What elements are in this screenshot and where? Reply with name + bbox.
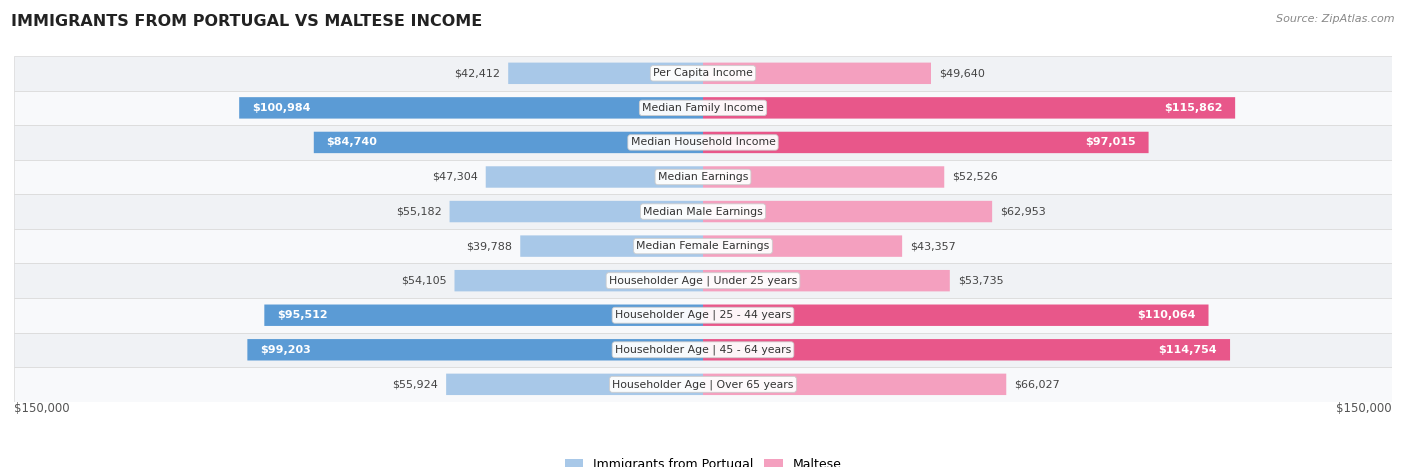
FancyBboxPatch shape [703,201,993,222]
Text: Median Household Income: Median Household Income [630,137,776,148]
Bar [14,194,1392,229]
Text: Source: ZipAtlas.com: Source: ZipAtlas.com [1277,14,1395,24]
Bar [14,229,1392,263]
FancyBboxPatch shape [446,374,703,395]
Text: $39,788: $39,788 [467,241,512,251]
Text: $100,984: $100,984 [252,103,311,113]
FancyBboxPatch shape [508,63,703,84]
FancyBboxPatch shape [703,235,903,257]
Bar [14,160,1392,194]
Text: Median Family Income: Median Family Income [643,103,763,113]
FancyBboxPatch shape [703,97,1234,119]
Bar [14,333,1392,367]
FancyBboxPatch shape [264,304,703,326]
Bar [14,298,1392,333]
Text: $97,015: $97,015 [1085,137,1136,148]
Bar [14,263,1392,298]
Text: $42,412: $42,412 [454,68,501,78]
Text: IMMIGRANTS FROM PORTUGAL VS MALTESE INCOME: IMMIGRANTS FROM PORTUGAL VS MALTESE INCO… [11,14,482,29]
FancyBboxPatch shape [520,235,703,257]
Text: Per Capita Income: Per Capita Income [652,68,754,78]
Bar [14,91,1392,125]
Text: $55,924: $55,924 [392,379,439,389]
FancyBboxPatch shape [454,270,703,291]
Text: $49,640: $49,640 [939,68,986,78]
FancyBboxPatch shape [703,304,1209,326]
Text: $114,754: $114,754 [1159,345,1218,355]
Text: Householder Age | Under 25 years: Householder Age | Under 25 years [609,276,797,286]
Text: Householder Age | 45 - 64 years: Householder Age | 45 - 64 years [614,345,792,355]
Text: $52,526: $52,526 [952,172,998,182]
Legend: Immigrants from Portugal, Maltese: Immigrants from Portugal, Maltese [565,459,841,467]
Text: $150,000: $150,000 [1336,402,1392,415]
Text: $150,000: $150,000 [14,402,70,415]
Bar [14,56,1392,91]
Text: $55,182: $55,182 [395,206,441,217]
Bar [14,367,1392,402]
Text: $95,512: $95,512 [277,310,328,320]
Text: $66,027: $66,027 [1014,379,1060,389]
Text: $54,105: $54,105 [401,276,447,286]
Text: Median Female Earnings: Median Female Earnings [637,241,769,251]
FancyBboxPatch shape [703,339,1230,361]
Text: $115,862: $115,862 [1164,103,1222,113]
FancyBboxPatch shape [485,166,703,188]
Bar [14,125,1392,160]
FancyBboxPatch shape [703,270,950,291]
FancyBboxPatch shape [703,166,945,188]
FancyBboxPatch shape [703,374,1007,395]
Text: Median Earnings: Median Earnings [658,172,748,182]
Text: $47,304: $47,304 [432,172,478,182]
FancyBboxPatch shape [314,132,703,153]
FancyBboxPatch shape [703,132,1149,153]
Text: $43,357: $43,357 [910,241,956,251]
Text: $99,203: $99,203 [260,345,311,355]
FancyBboxPatch shape [247,339,703,361]
Text: $62,953: $62,953 [1000,206,1046,217]
Text: $84,740: $84,740 [326,137,378,148]
Text: Householder Age | Over 65 years: Householder Age | Over 65 years [612,379,794,389]
Text: Median Male Earnings: Median Male Earnings [643,206,763,217]
FancyBboxPatch shape [239,97,703,119]
Text: $53,735: $53,735 [957,276,1004,286]
Text: Householder Age | 25 - 44 years: Householder Age | 25 - 44 years [614,310,792,320]
FancyBboxPatch shape [450,201,703,222]
Text: $110,064: $110,064 [1137,310,1195,320]
FancyBboxPatch shape [703,63,931,84]
